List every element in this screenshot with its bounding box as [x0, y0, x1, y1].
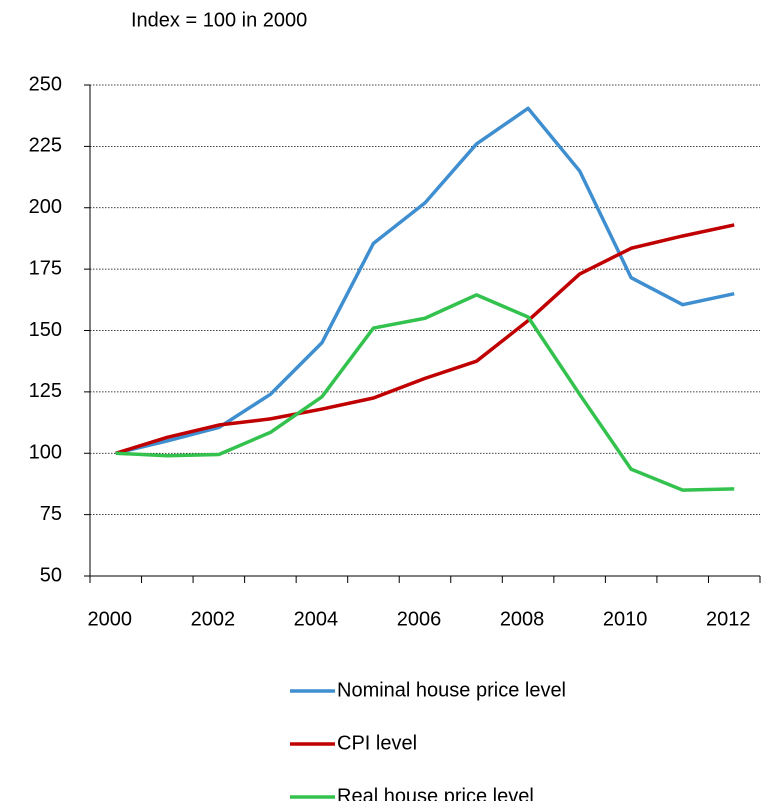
legend-label: Real house price level [337, 785, 534, 801]
series-line [115, 106, 735, 455]
y-tick-label: 125 [29, 380, 62, 402]
x-tick-label: 2002 [191, 608, 236, 630]
legend-label: CPI level [337, 732, 417, 754]
y-tick-label: 100 [29, 442, 62, 464]
y-tick-label: 200 [29, 196, 62, 218]
y-tick-label: 225 [29, 135, 62, 157]
x-tick-label: 2008 [500, 608, 545, 630]
y-tick-label: 250 [29, 73, 62, 95]
x-tick-label: 2012 [706, 608, 751, 630]
series-line [115, 223, 735, 455]
x-tick-label: 2004 [294, 608, 339, 630]
x-tick-label: 2006 [397, 608, 442, 630]
legend-label: Nominal house price level [337, 679, 566, 701]
chart-subtitle: Index = 100 in 2000 [131, 9, 307, 31]
x-tick-label: 2000 [88, 608, 133, 630]
x-tick-label: 2010 [603, 608, 648, 630]
y-tick-label: 175 [29, 257, 62, 279]
series-line [115, 293, 735, 492]
y-tick-label: 150 [29, 319, 62, 341]
y-tick-label: 50 [40, 564, 62, 586]
y-tick-label: 75 [40, 503, 62, 525]
